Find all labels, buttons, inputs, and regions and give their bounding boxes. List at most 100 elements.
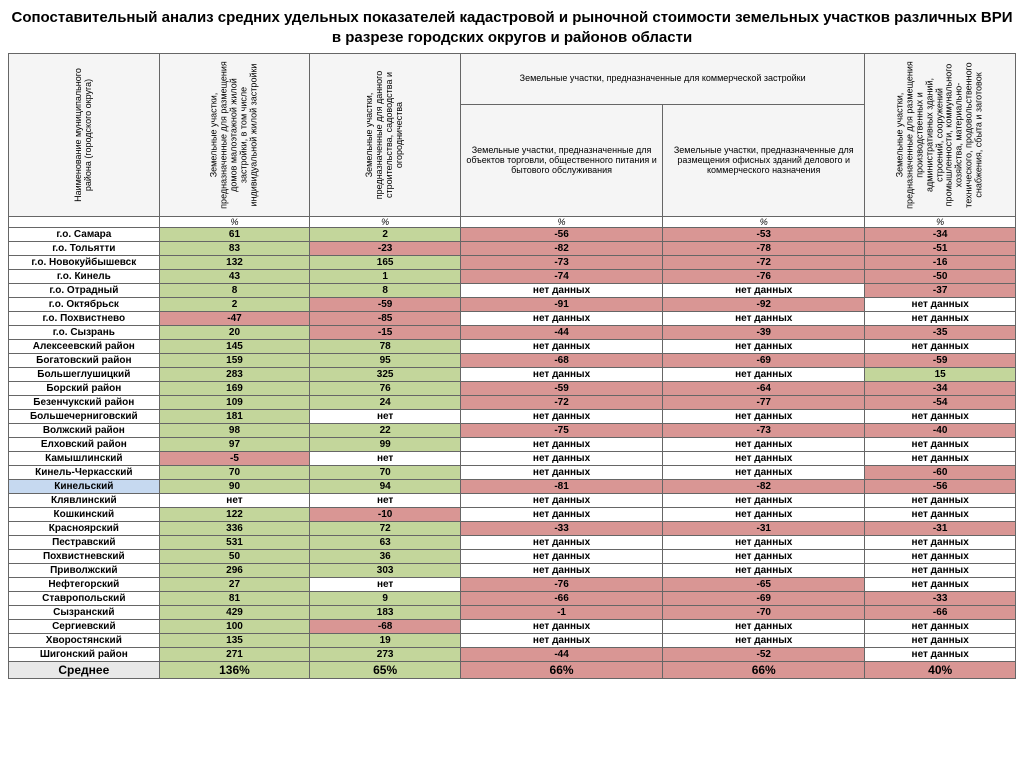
summary-label: Среднее (9, 662, 160, 679)
cell-value: -66 (460, 592, 662, 606)
row-name: г.о. Тольятти (9, 242, 160, 256)
cell-value: нет данных (865, 298, 1016, 312)
cell-value: нет данных (460, 634, 662, 648)
cell-value: 61 (159, 228, 310, 242)
cell-value: 63 (310, 536, 461, 550)
cell-value: 24 (310, 396, 461, 410)
cell-value: 98 (159, 424, 310, 438)
row-name: Сызранский (9, 606, 160, 620)
table-row: Хворостянский13519нет данныхнет данныхне… (9, 634, 1016, 648)
row-name: Пестравский (9, 536, 160, 550)
row-name: Кошкинский (9, 508, 160, 522)
cell-value: -23 (310, 242, 461, 256)
cell-value: нет (310, 410, 461, 424)
row-name: г.о. Кинель (9, 270, 160, 284)
cell-value: 78 (310, 340, 461, 354)
cell-value: 531 (159, 536, 310, 550)
cell-value: нет данных (663, 452, 865, 466)
cell-value: -69 (663, 354, 865, 368)
cell-value: нет (310, 494, 461, 508)
pct-label: % (310, 217, 461, 228)
cell-value: -76 (663, 270, 865, 284)
cell-value: -81 (460, 480, 662, 494)
table-row: Борский район16976-59-64-34 (9, 382, 1016, 396)
cell-value: 15 (865, 368, 1016, 382)
row-name: Алексеевский район (9, 340, 160, 354)
cell-value: нет данных (865, 564, 1016, 578)
row-name: г.о. Самара (9, 228, 160, 242)
cell-value: 122 (159, 508, 310, 522)
cell-value: -44 (460, 648, 662, 662)
cell-value: -52 (663, 648, 865, 662)
cell-value: нет данных (663, 340, 865, 354)
table-row: Приволжский296303нет данныхнет данныхнет… (9, 564, 1016, 578)
table-row: Ставропольский819-66-69-33 (9, 592, 1016, 606)
row-name: г.о. Октябрьск (9, 298, 160, 312)
cell-value: нет данных (663, 620, 865, 634)
cell-value: -59 (460, 382, 662, 396)
cell-value: -53 (663, 228, 865, 242)
cell-value: нет данных (865, 550, 1016, 564)
table-row: Елховский район9799нет данныхнет данныхн… (9, 438, 1016, 452)
row-name: Красноярский (9, 522, 160, 536)
row-name: Ставропольский (9, 592, 160, 606)
cell-value: -50 (865, 270, 1016, 284)
cell-value: -44 (460, 326, 662, 340)
cell-value: 429 (159, 606, 310, 620)
cell-value: 283 (159, 368, 310, 382)
cell-value: -74 (460, 270, 662, 284)
table-row: Кинель-Черкасский7070нет данныхнет данны… (9, 466, 1016, 480)
cell-value: 271 (159, 648, 310, 662)
header-district: Наименование муниципального района (горо… (9, 54, 160, 217)
header-col3: Земельные участки, предназначенные для о… (460, 105, 662, 217)
cell-value: нет данных (663, 312, 865, 326)
cell-value: 50 (159, 550, 310, 564)
cell-value: нет данных (460, 550, 662, 564)
cell-value: нет данных (460, 410, 662, 424)
row-name: г.о. Отрадный (9, 284, 160, 298)
cell-value: 83 (159, 242, 310, 256)
cell-value: -56 (460, 228, 662, 242)
cell-value: нет данных (865, 508, 1016, 522)
cell-value: 8 (310, 284, 461, 298)
cell-value: нет данных (663, 634, 865, 648)
summary-value: 66% (460, 662, 662, 679)
table-row: г.о. Похвистнево-47-85нет данныхнет данн… (9, 312, 1016, 326)
row-name: Сергиевский (9, 620, 160, 634)
cell-value: -10 (310, 508, 461, 522)
cell-value: нет данных (865, 536, 1016, 550)
table-row: г.о. Отрадный88нет данныхнет данных-37 (9, 284, 1016, 298)
cell-value: -40 (865, 424, 1016, 438)
cell-value: -72 (663, 256, 865, 270)
cell-value: -73 (663, 424, 865, 438)
cell-value: 296 (159, 564, 310, 578)
cell-value: 159 (159, 354, 310, 368)
row-name: Хворостянский (9, 634, 160, 648)
header-col2: Земельные участки, предназначенные для д… (310, 54, 461, 217)
cell-value: -68 (310, 620, 461, 634)
table-row: Клявлинскийнетнетнет данныхнет данныхнет… (9, 494, 1016, 508)
cell-value: нет данных (663, 564, 865, 578)
cell-value: -85 (310, 312, 461, 326)
cell-value: -82 (663, 480, 865, 494)
cell-value: -47 (159, 312, 310, 326)
cell-value: 325 (310, 368, 461, 382)
cell-value: нет данных (865, 438, 1016, 452)
row-name: Борский район (9, 382, 160, 396)
cell-value: нет данных (460, 368, 662, 382)
cell-value: 109 (159, 396, 310, 410)
cell-value: -35 (865, 326, 1016, 340)
row-name: Елховский район (9, 438, 160, 452)
cell-value: 70 (159, 466, 310, 480)
cell-value: нет (310, 452, 461, 466)
cell-value: нет данных (663, 536, 865, 550)
cell-value: нет данных (865, 648, 1016, 662)
cell-value: 43 (159, 270, 310, 284)
table-row: г.о. Тольятти83-23-82-78-51 (9, 242, 1016, 256)
cell-value: нет данных (460, 494, 662, 508)
cell-value: 145 (159, 340, 310, 354)
table-row: Большеглушицкий283325нет данныхнет данны… (9, 368, 1016, 382)
table-row: Волжский район9822-75-73-40 (9, 424, 1016, 438)
row-name: Приволжский (9, 564, 160, 578)
cell-value: 132 (159, 256, 310, 270)
